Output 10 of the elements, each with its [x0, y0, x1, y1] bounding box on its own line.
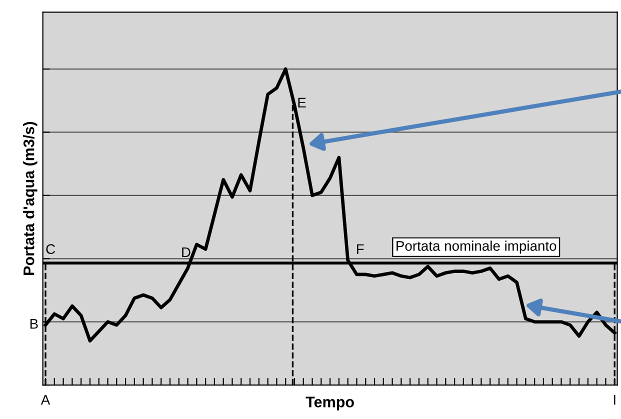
x-axis-title: Tempo [306, 396, 354, 410]
text: I [614, 395, 616, 405]
y-axis-title: Portata d'aqua (m3/s) [23, 122, 38, 275]
text: A [40, 395, 50, 405]
annotation: C [46, 244, 56, 254]
annotation: F [356, 244, 364, 254]
annotation: D [182, 247, 190, 258]
ref-line-label: Portata nominale impianto [396, 240, 556, 254]
text: B [30, 319, 38, 329]
annotation: E [298, 98, 306, 108]
